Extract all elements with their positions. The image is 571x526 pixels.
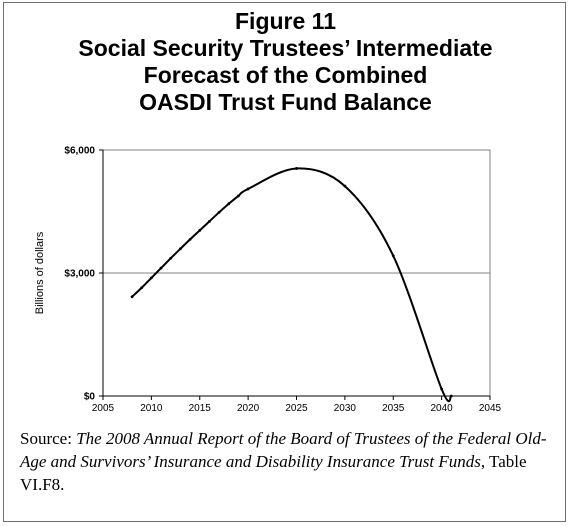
data-point	[237, 194, 240, 198]
title-line-4: OASDI Trust Fund Balance	[139, 89, 432, 115]
data-point	[198, 228, 202, 232]
data-point	[130, 295, 134, 299]
source-note: Source: The 2008 Annual Report of the Bo…	[20, 427, 560, 496]
series-line-0	[131, 167, 453, 403]
x-tick-label: 2025	[285, 403, 308, 414]
x-tick-label: 2015	[189, 403, 212, 414]
x-tick-label: 2005	[92, 403, 115, 414]
figure-title: Figure 11 Social Security Trustees’ Inte…	[0, 8, 571, 116]
source-title: The 2008 Annual Report of the Board of T…	[20, 429, 547, 471]
data-point	[227, 202, 231, 206]
x-tick-label: 2030	[334, 403, 357, 414]
y-tick-label: $6,000	[64, 146, 95, 157]
data-point	[343, 184, 347, 188]
source-suffix: , Table VI.F8.	[20, 452, 527, 494]
data-point	[140, 286, 144, 290]
source-prefix: Source:	[20, 429, 77, 448]
x-tick-label: 2045	[479, 403, 502, 414]
x-tick-label: 2010	[140, 403, 163, 414]
x-tick-label: 2040	[431, 403, 454, 414]
data-point	[449, 394, 453, 398]
data-point	[295, 167, 298, 170]
y-tick-label: $3,000	[64, 269, 95, 280]
data-point	[391, 254, 395, 258]
title-line-3: Forecast of the Combined	[143, 62, 428, 88]
data-point	[440, 387, 444, 391]
data-point	[188, 237, 192, 241]
x-tick-label: 2020	[237, 403, 260, 414]
data-point	[169, 256, 173, 260]
figure-frame	[3, 2, 566, 522]
data-point	[208, 219, 211, 223]
y-axis-label: Billions of dollars	[34, 231, 46, 314]
title-line-1: Figure 11	[235, 8, 336, 34]
data-point	[217, 210, 221, 214]
x-tick-label: 2035	[382, 403, 405, 414]
title-line-2: Social Security Trustees’ Intermediate	[78, 35, 493, 61]
data-point	[246, 187, 250, 191]
data-point	[159, 266, 163, 270]
y-tick-label: $0	[84, 392, 96, 403]
data-point	[149, 276, 153, 280]
data-point	[179, 247, 182, 251]
